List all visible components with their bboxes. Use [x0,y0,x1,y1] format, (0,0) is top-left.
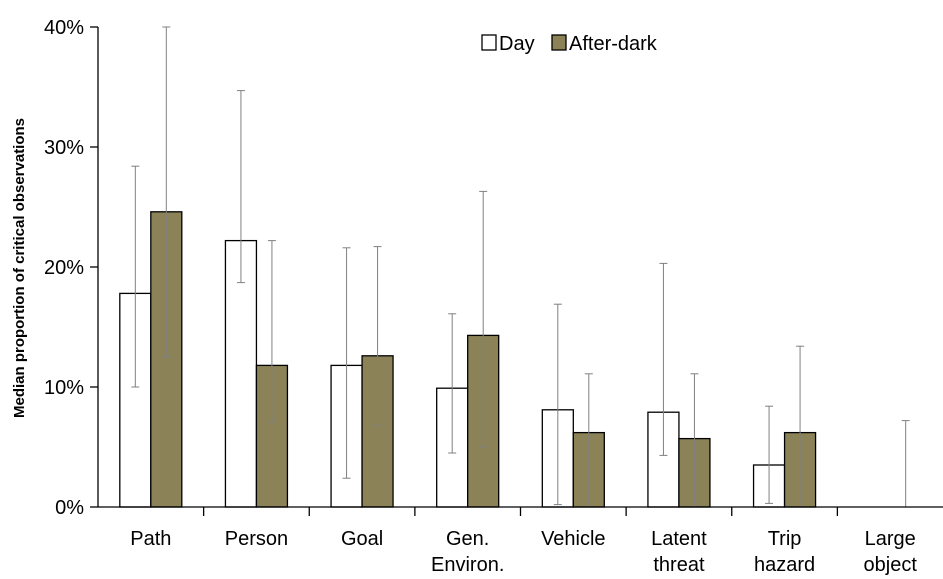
y-tick-label: 10% [44,377,84,399]
x-tick-label: Path [130,528,171,550]
bars [119,211,817,508]
x-tick-label: Person [225,528,288,550]
error-bar-after-dark-3 [373,246,382,426]
legend-label-day: Day [499,33,535,55]
y-tick-label: 0% [55,497,84,519]
x-tick-label: Gen. Environ. [431,528,504,576]
error-bar-after-dark-1 [162,26,171,358]
y-axis-label: Median proportion of critical observatio… [11,118,28,418]
x-tick-label: Vehicle [541,528,606,550]
error-bar-after-dark-8 [901,420,910,508]
error-bar-day-2 [236,90,245,284]
error-bars [131,26,910,508]
legend-item-day: Day [481,33,535,55]
error-bar-day-5 [553,303,562,506]
x-tick-label: Goal [341,528,383,550]
error-bar-after-dark-4 [479,190,488,448]
legend: Day After-dark [481,33,658,55]
y-tick-label: 20% [44,257,84,279]
error-bar-after-dark-2 [267,240,276,423]
x-tick-label: Trip hazard [754,528,815,576]
y-tick-label: 30% [44,137,84,159]
error-bar-day-7 [765,405,774,504]
bar-day-2 [224,239,258,508]
error-bar-day-1 [131,165,140,388]
legend-swatch-after-dark [551,34,567,51]
y-tick-label: 40% [44,17,84,39]
axes: 0% 10% 20% 30% 40% Path Person Goal Gen. Environ.… [44,17,943,576]
error-bar-day-3 [342,247,351,479]
y-axis-label-group: Median proportion of critical observatio… [11,118,28,418]
error-bar-day-4 [448,313,457,454]
x-tick-label: Large object [864,528,918,576]
legend-swatch-day [481,34,497,51]
legend-item-after-dark: After-dark [551,33,658,55]
error-bar-day-6 [659,262,668,456]
legend-label-after-dark: After-dark [569,33,658,55]
x-tick-label: Latent threat [651,528,707,576]
